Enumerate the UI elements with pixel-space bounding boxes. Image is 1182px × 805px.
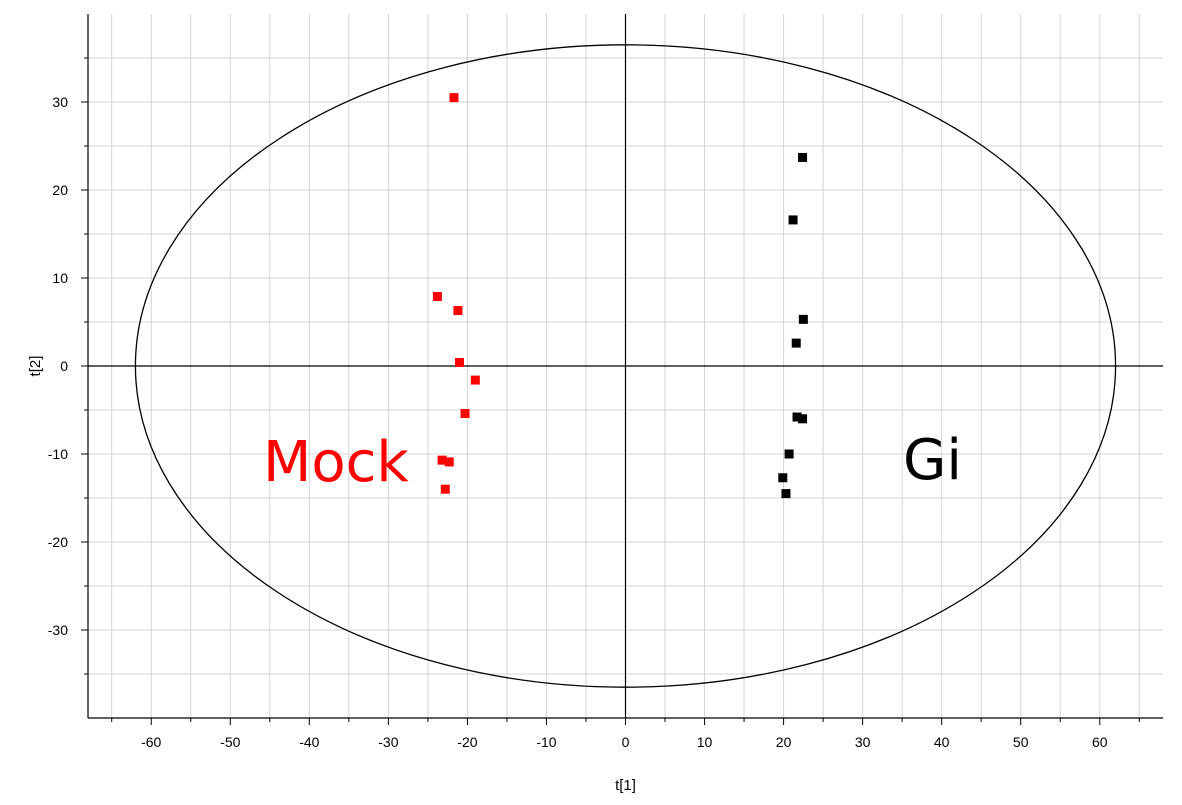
- tick-marks: -60 -50 -40 -30 -20 -10 0 10 20 30 40 50 60 -30 -20 -10…: [48, 57, 1140, 750]
- point-gi: [778, 473, 788, 483]
- x-tick-label: -30: [378, 734, 398, 750]
- point-gi: [798, 314, 808, 324]
- y-tick-label: -30: [48, 622, 68, 638]
- y-tick-label: -20: [48, 534, 68, 550]
- x-tick-label: 40: [934, 734, 950, 750]
- x-tick-label: 60: [1092, 734, 1108, 750]
- point-mock: [453, 306, 463, 316]
- point-mock: [432, 291, 442, 301]
- x-tick-label: 30: [855, 734, 871, 750]
- annotation-gi: Gi: [903, 428, 962, 493]
- point-mock: [437, 455, 447, 465]
- point-gi: [798, 152, 808, 162]
- y-tick-label: 0: [60, 358, 68, 374]
- annotation-mock: Mock: [263, 430, 409, 495]
- point-mock: [460, 409, 470, 419]
- x-tick-label: -20: [457, 734, 477, 750]
- x-tick-label: -50: [220, 734, 240, 750]
- point-gi: [791, 338, 801, 348]
- point-mock: [444, 457, 454, 467]
- point-mock: [470, 375, 480, 385]
- hotelling-ellipse: [134, 44, 1117, 688]
- y-tick-label: 20: [52, 182, 68, 198]
- point-gi: [792, 412, 802, 422]
- x-tick-label: 0: [622, 734, 630, 750]
- y-axis-title: t[2]: [27, 356, 44, 377]
- y-tick-label: 30: [52, 94, 68, 110]
- axes: [87, 14, 1163, 719]
- x-tick-label: 20: [776, 734, 792, 750]
- point-mock: [455, 357, 465, 367]
- x-tick-label: -60: [141, 734, 161, 750]
- x-tick-label: -10: [536, 734, 556, 750]
- data-points: [432, 93, 808, 499]
- point-gi: [798, 414, 808, 424]
- point-mock: [440, 484, 450, 494]
- x-tick-label: -40: [299, 734, 319, 750]
- x-tick-label: 10: [697, 734, 713, 750]
- point-gi: [784, 449, 794, 459]
- point-gi: [781, 489, 791, 499]
- y-tick-label: 10: [52, 270, 68, 286]
- x-tick-label: 50: [1013, 734, 1029, 750]
- point-mock: [449, 93, 459, 103]
- point-gi: [788, 215, 798, 225]
- y-tick-label: -10: [48, 446, 68, 462]
- x-axis-title: t[1]: [615, 777, 636, 794]
